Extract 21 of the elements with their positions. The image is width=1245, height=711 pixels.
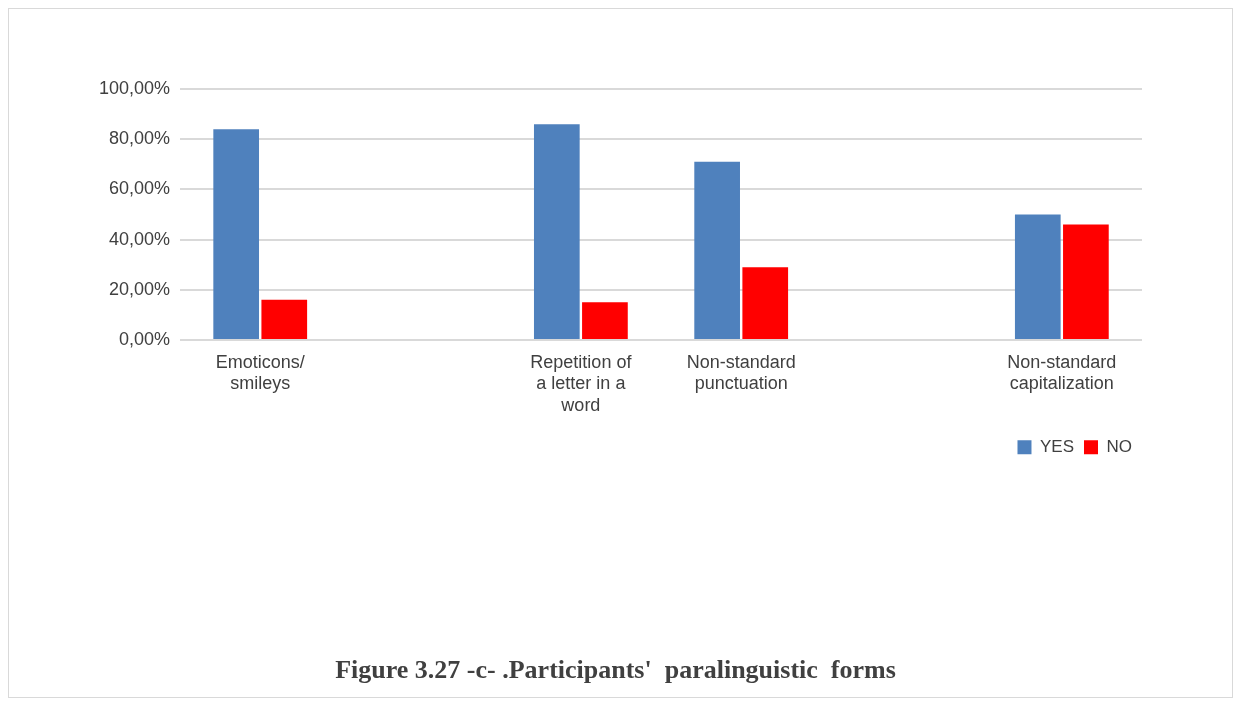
y-tick-label: 100,00% — [99, 77, 171, 98]
y-tick-label: 40,00% — [109, 228, 171, 249]
y-tick-label: 80,00% — [109, 128, 171, 149]
bar — [1063, 224, 1109, 339]
bar — [582, 302, 628, 339]
legend-label: YES — [1039, 436, 1075, 456]
bar — [1014, 214, 1061, 339]
y-tick-label: 60,00% — [109, 178, 171, 199]
x-tick-label: Non-standard punctuation — [686, 351, 796, 394]
bar — [213, 129, 260, 339]
text: Figure 3.27 -c- .Participants' paralinguistic forms — [335, 655, 896, 685]
x-tick-label: Repetition of a letter in a word — [530, 351, 633, 415]
x-tick-label: Emoticons/ smileys — [215, 351, 305, 394]
bar — [694, 161, 740, 339]
x-tick-label: Non-standard capitalization — [1007, 351, 1117, 394]
y-tick-label: 0,00% — [119, 328, 171, 349]
legend-label: NO — [1106, 436, 1132, 456]
bar — [261, 299, 308, 339]
bar — [742, 267, 789, 339]
bar — [533, 124, 580, 339]
y-tick-label: 20,00% — [109, 278, 171, 299]
